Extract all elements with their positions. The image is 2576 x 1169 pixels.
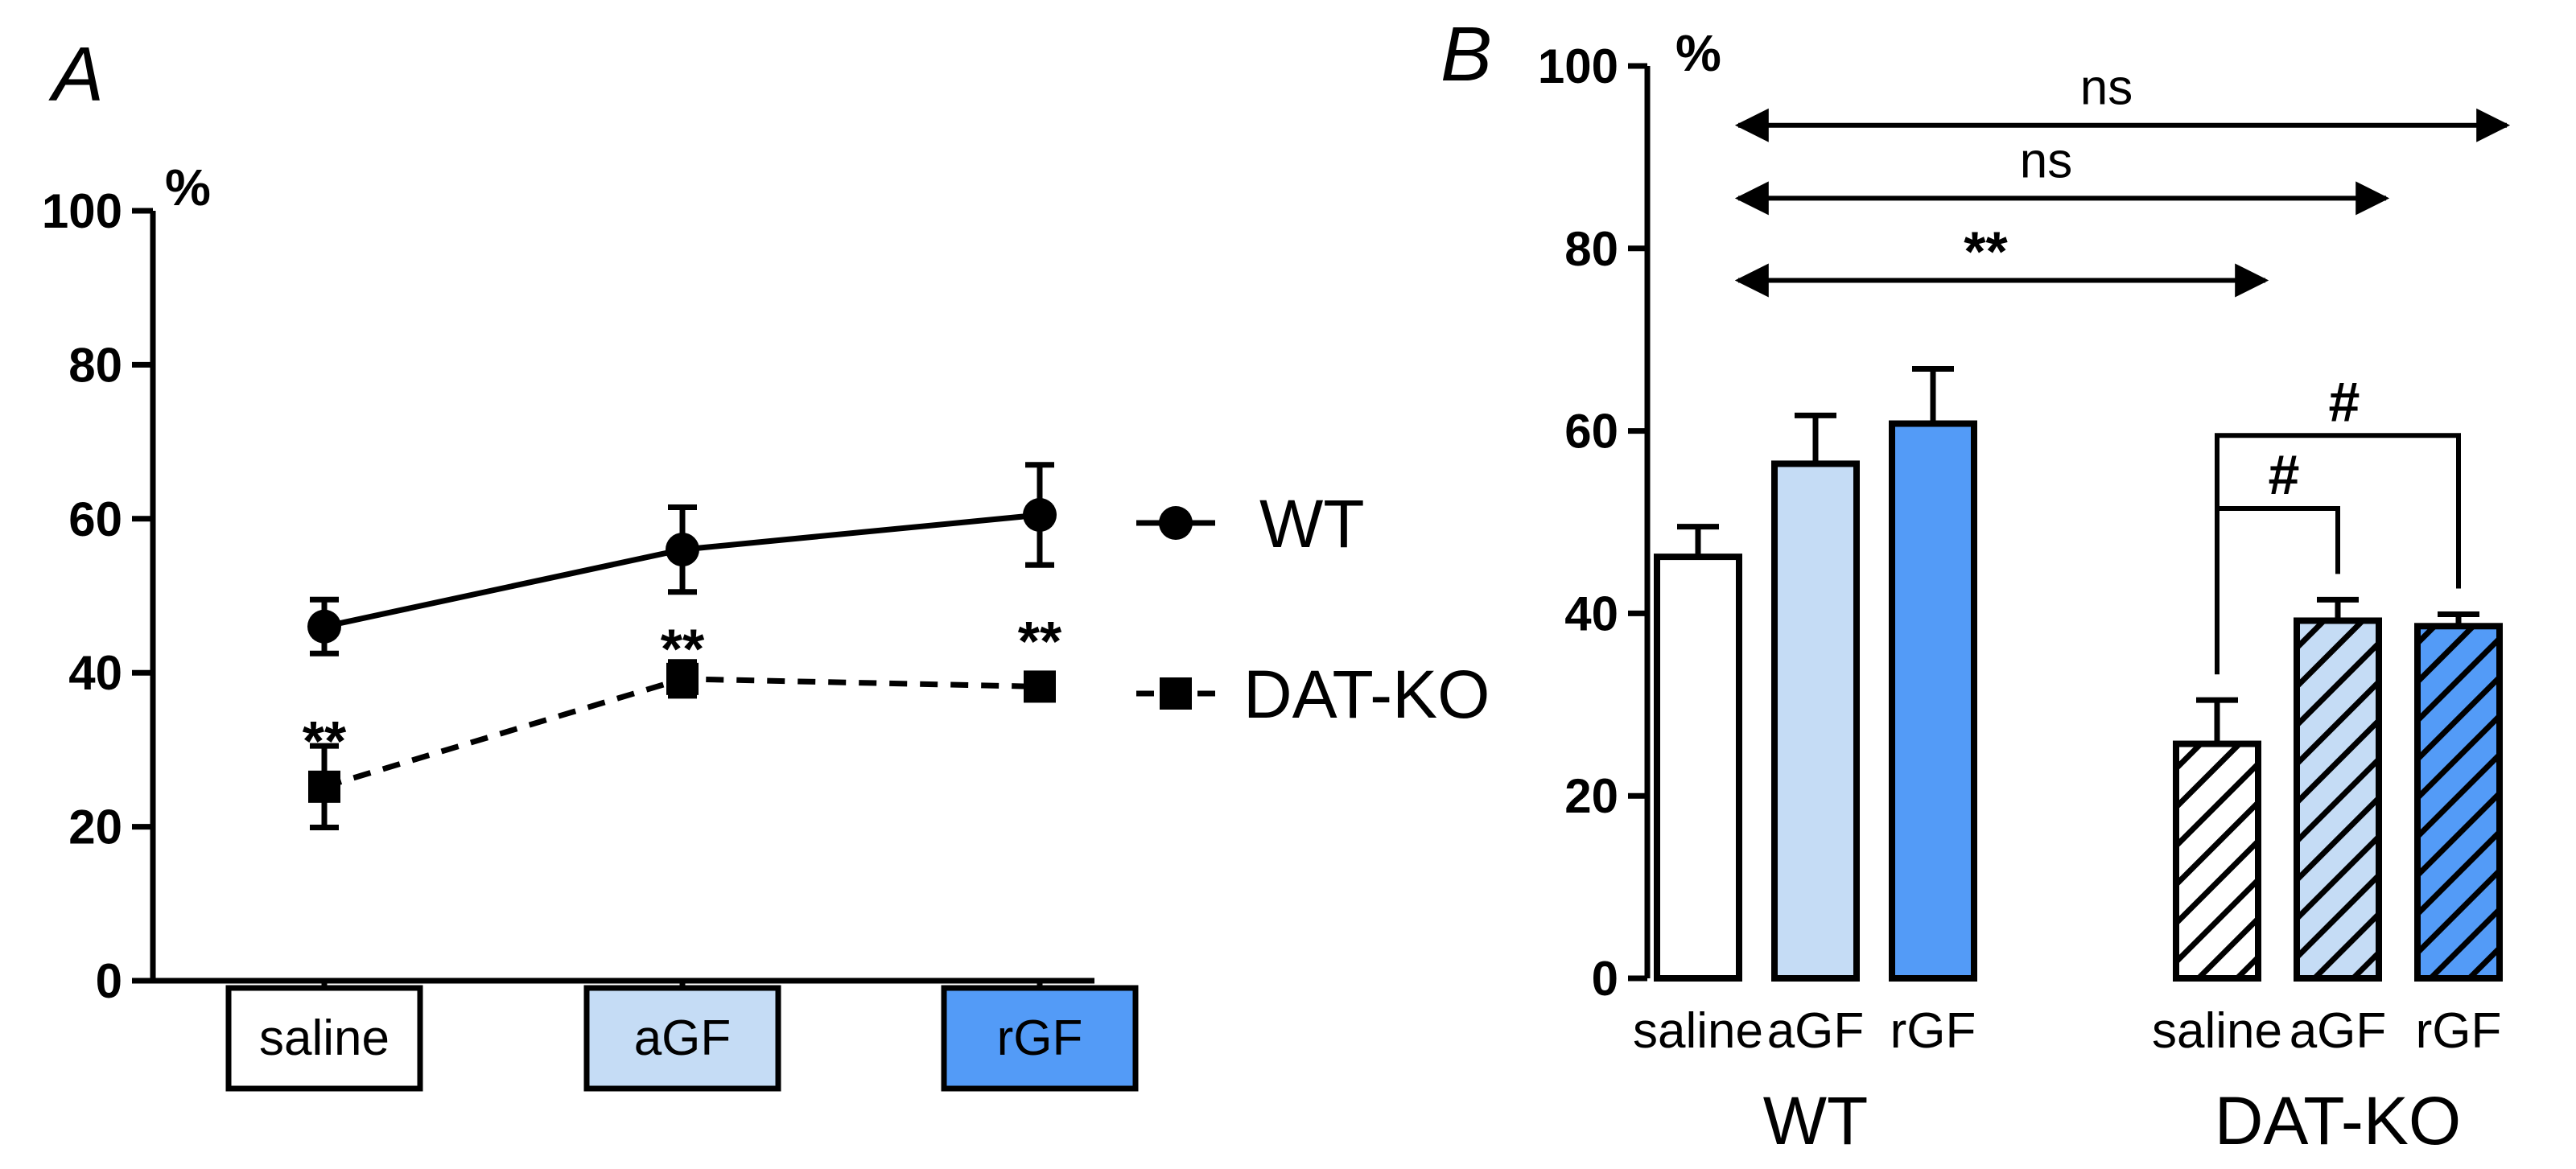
legend-marker bbox=[1160, 677, 1192, 710]
bar-label: saline bbox=[1633, 1003, 1763, 1059]
comparison-bracket bbox=[2215, 505, 2340, 675]
comparison-label: ** bbox=[1964, 220, 2008, 282]
data-point-wt bbox=[307, 609, 341, 644]
bar-hatch bbox=[2297, 620, 2379, 978]
panel-a-label: A bbox=[48, 31, 104, 117]
comparison-label: # bbox=[2269, 443, 2300, 506]
y-tick-label: 100 bbox=[1538, 39, 1618, 93]
bar-label: aGF bbox=[1767, 1003, 1865, 1059]
legend-marker bbox=[1159, 506, 1193, 540]
y-tick-label: 80 bbox=[1564, 222, 1618, 276]
comparison-label: # bbox=[2329, 370, 2360, 433]
y-tick-label: 0 bbox=[96, 954, 122, 1008]
y-tick-label: 100 bbox=[42, 184, 122, 238]
significance-label: ** bbox=[303, 710, 347, 772]
panel-b-ylabel: % bbox=[1675, 24, 1721, 82]
significance-label: ** bbox=[661, 617, 705, 680]
y-tick-label: 20 bbox=[1564, 769, 1618, 823]
y-tick-label: 0 bbox=[1592, 952, 1618, 1006]
bar-hatch bbox=[2417, 626, 2500, 978]
y-tick-label: 60 bbox=[68, 492, 122, 546]
bar-label: rGF bbox=[1890, 1003, 1976, 1059]
category-label: aGF bbox=[634, 1011, 732, 1066]
comparison-label: ns bbox=[2020, 133, 2072, 188]
legend-label-wt: WT bbox=[1259, 486, 1365, 562]
panel-a-chart: 0 20 40 60 80 100 saline aGF rGF ** ** ** WT DAT-KO bbox=[42, 184, 1490, 1092]
significance-label: ** bbox=[1018, 610, 1062, 673]
data-point-wt bbox=[1023, 498, 1057, 533]
comparison-label: ns bbox=[2080, 60, 2133, 116]
bar-fill-wt-rgf bbox=[1892, 423, 1974, 978]
group-label-wt: WT bbox=[1763, 1083, 1869, 1159]
group-label-dat-ko: DAT-KO bbox=[2215, 1083, 2461, 1159]
data-point-dat-ko bbox=[1024, 670, 1056, 703]
y-tick-label: 80 bbox=[68, 338, 122, 392]
bar-label: saline bbox=[2152, 1003, 2282, 1059]
bar-label: rGF bbox=[2416, 1003, 2502, 1059]
y-tick-label: 40 bbox=[68, 646, 122, 700]
data-point-dat-ko bbox=[666, 662, 699, 695]
panel-b-label: B bbox=[1440, 11, 1492, 97]
category-box-saline bbox=[225, 985, 423, 1092]
category-box-aGF bbox=[583, 985, 781, 1092]
bar-hatch bbox=[2176, 743, 2258, 978]
bar-fill-wt-saline bbox=[1657, 557, 1739, 978]
y-tick-label: 20 bbox=[68, 801, 122, 854]
data-point-dat-ko bbox=[308, 770, 340, 803]
bar-fill-wt-agf bbox=[1774, 463, 1857, 978]
y-tick-label: 60 bbox=[1564, 405, 1618, 459]
y-tick-label: 40 bbox=[1564, 587, 1618, 640]
legend-label-dat-ko: DAT-KO bbox=[1243, 657, 1490, 732]
category-label: saline bbox=[259, 1011, 389, 1066]
bar-label: aGF bbox=[2290, 1003, 2387, 1059]
category-label: rGF bbox=[997, 1011, 1083, 1066]
panel-a-ylabel: % bbox=[165, 158, 211, 216]
category-box-rGF bbox=[941, 985, 1139, 1092]
data-point-wt bbox=[666, 533, 699, 567]
